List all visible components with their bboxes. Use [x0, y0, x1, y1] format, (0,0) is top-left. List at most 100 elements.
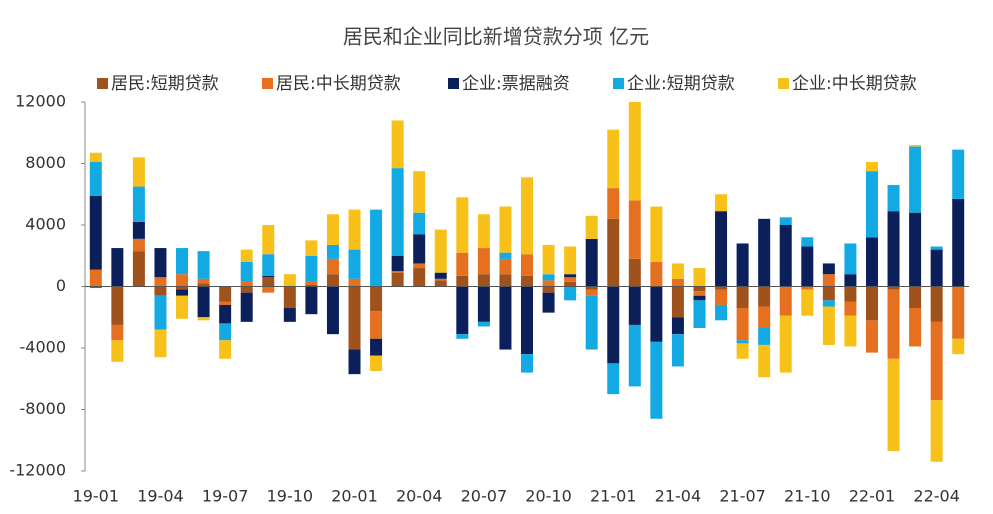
bar-segment: [477, 286, 490, 322]
bar-segment: [822, 286, 835, 301]
x-tick-label: 21-01: [590, 487, 637, 506]
bar-segment: [456, 197, 469, 253]
bar-segment: [887, 286, 900, 290]
bar-segment: [671, 278, 684, 287]
bar-segment: [542, 280, 555, 287]
bar-segment: [607, 129, 620, 189]
bar-segment: [909, 286, 922, 309]
bar-segment: [779, 225, 792, 287]
bar-segment: [693, 268, 706, 287]
bar-segment: [693, 300, 706, 329]
bar-segment: [154, 329, 167, 358]
bar-segment: [262, 225, 275, 255]
bar-segment: [865, 237, 878, 287]
bar-segment: [132, 221, 145, 239]
bar-segment: [219, 301, 232, 305]
bar-segment: [887, 185, 900, 212]
x-tick-label: 19-10: [267, 487, 314, 506]
bar-segment: [370, 209, 383, 287]
bar-segment: [154, 295, 167, 330]
bar-segment: [865, 161, 878, 172]
bar-segment: [930, 286, 943, 322]
bar-segment: [952, 198, 965, 287]
bar-segment: [305, 286, 318, 315]
bar-segment: [822, 306, 835, 345]
x-tick-label: 19-01: [73, 487, 120, 506]
bar-segment: [671, 334, 684, 367]
bar-segment: [585, 286, 598, 290]
bar-segment: [801, 246, 814, 287]
bar-segment: [391, 272, 404, 287]
x-tick-label: 21-04: [655, 487, 702, 506]
bar-segment: [628, 200, 641, 259]
bar-segment: [736, 340, 749, 344]
bar-segment: [521, 354, 533, 373]
bar-segment: [909, 146, 922, 213]
bar-segment: [197, 283, 210, 287]
bar-segment: [154, 248, 167, 278]
bar-segment: [628, 102, 641, 201]
bar-segment: [650, 261, 663, 287]
bar-segment: [434, 280, 447, 287]
x-tick-label: 21-10: [784, 487, 831, 506]
bar-segment: [240, 292, 253, 322]
bar-segment: [391, 255, 404, 272]
bar-segment: [521, 275, 533, 287]
bar-segment: [499, 286, 512, 350]
bar-segment: [89, 269, 102, 287]
bar-segment: [909, 145, 922, 147]
bar-segment: [111, 248, 124, 287]
bar-segment: [434, 278, 447, 281]
bar-segment: [715, 286, 728, 290]
bar-segment: [348, 278, 361, 287]
bar-segment: [585, 295, 598, 350]
x-tick-label: 21-07: [719, 487, 766, 506]
bar-segment: [930, 249, 943, 287]
bar-segment: [844, 301, 857, 316]
bar-segment: [758, 344, 771, 378]
bar-segment: [758, 286, 771, 307]
bar-segment: [176, 295, 189, 319]
bar-segment: [434, 272, 447, 279]
bar-segment: [456, 252, 469, 276]
bar-segment: [348, 249, 361, 279]
bar-segment: [585, 215, 598, 239]
bar-segment: [521, 254, 533, 276]
bar-segment: [650, 341, 663, 419]
bar-segment: [671, 286, 684, 318]
legend-label: 居民:短期贷款: [111, 74, 219, 94]
chart-title: 居民和企业同比新增贷款分项 亿元: [343, 25, 649, 49]
bar-segment: [564, 281, 577, 287]
bar-segment: [715, 304, 728, 321]
bar-segment: [822, 274, 835, 287]
bar-segment: [262, 254, 275, 276]
bar-segment: [283, 308, 296, 322]
x-tick-label: 20-10: [525, 487, 572, 506]
bar-segment: [952, 286, 965, 339]
bar-segment: [456, 275, 469, 287]
bar-segment: [262, 277, 275, 287]
bar-segment: [305, 240, 318, 256]
bar-segment: [758, 328, 771, 345]
bar-segment: [822, 263, 835, 275]
x-tick-label: 19-07: [202, 487, 249, 506]
bar-segment: [176, 274, 189, 287]
bar-segment: [671, 263, 684, 279]
bar-segment: [628, 324, 641, 387]
bar-segment: [758, 306, 771, 329]
legend-swatch: [262, 78, 273, 89]
bar-segment: [542, 286, 555, 293]
bar-segment: [176, 286, 189, 290]
bar-segment: [111, 286, 124, 325]
bar-segment: [283, 274, 296, 287]
bar-segment: [758, 218, 771, 287]
bar-segment: [413, 171, 426, 213]
bar-segment: [305, 281, 318, 285]
bar-segment: [305, 255, 318, 282]
bar-segment: [477, 248, 490, 275]
bar-segment: [499, 258, 512, 275]
bar-segment: [715, 194, 728, 212]
y-tick-label: 0: [56, 276, 66, 295]
bar-segment: [801, 289, 814, 316]
bar-segment: [348, 209, 361, 250]
